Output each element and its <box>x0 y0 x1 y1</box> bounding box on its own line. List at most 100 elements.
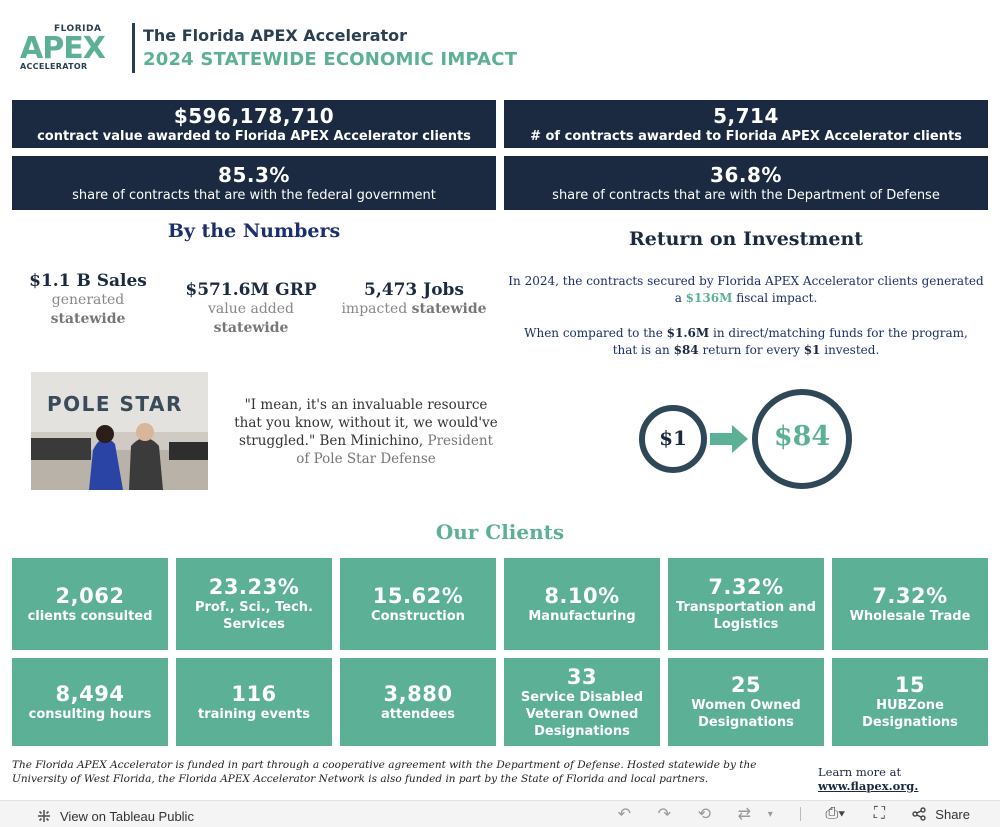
tile-value: 7.32% <box>872 583 948 608</box>
roi-text: in direct/matching funds for the program… <box>612 326 968 357</box>
tile-clients-consulted: 2,062 clients consulted <box>12 558 168 650</box>
undo-icon[interactable]: ↶ <box>617 806 631 823</box>
roi-heading: Return on Investment <box>628 228 864 250</box>
fullscreen-icon[interactable]: ⛶ <box>873 805 885 822</box>
roi-text: return for every <box>702 343 800 357</box>
tile-label: Service Disabled Veteran Owned Designati… <box>520 689 644 739</box>
roi-graphic-to: $84 <box>773 421 831 452</box>
share-button[interactable]: Share <box>909 804 970 824</box>
share-label: Share <box>935 806 970 822</box>
tile-value: 15.62% <box>372 583 464 608</box>
tile-value: 2,062 <box>55 583 125 608</box>
numbers-caption-bold: statewide <box>411 301 487 317</box>
chevron-down-icon[interactable]: ▾ <box>767 808 773 820</box>
learn-more: Learn more at www.flapex.org. <box>818 765 1000 793</box>
stat-value: $596,178,710 <box>173 104 335 128</box>
learn-more-prefix: Learn more at <box>818 765 902 779</box>
numbers-caption-bold: statewide <box>213 320 289 336</box>
numbers-grp: $571.6M GRP value added statewide <box>170 280 332 338</box>
revert-icon[interactable]: ⟲ <box>697 806 711 823</box>
tile-value: 25 <box>730 673 762 697</box>
roi-small-ring <box>639 405 707 473</box>
numbers-value: $571.6M GRP <box>185 280 317 300</box>
tableau-toolbar: View on Tableau Public ↶ ↷ ⟲ ⇄ ▾ ⎙▾ ⛶ Sh… <box>0 800 1000 827</box>
tile-label: Construction <box>371 608 465 624</box>
funding-footnote: The Florida APEX Accelerator is funded i… <box>12 759 757 785</box>
by-numbers-heading: By the Numbers <box>167 220 341 242</box>
stat-contract-value: $596,178,710 contract value awarded to F… <box>12 100 496 148</box>
stat-value: 36.8% <box>710 163 782 187</box>
testimonial-quote: "I mean, it's an invaluable resource tha… <box>232 396 500 468</box>
stat-value: 85.3% <box>218 163 290 187</box>
tile-value: 33 <box>566 664 598 689</box>
numbers-value: $1.1 B Sales <box>29 271 147 291</box>
page-subtitle: 2024 STATEWIDE ECONOMIC IMPACT <box>143 49 518 70</box>
tile-consulting-hours: 8,494 consulting hours <box>12 658 168 746</box>
share-icon <box>909 804 929 824</box>
tile-value: 15 <box>894 673 926 697</box>
roi-fiscal-amount: $136M <box>685 291 733 305</box>
stat-dod-share: 36.8% share of contracts that are with t… <box>504 156 988 210</box>
tile-label: attendees <box>381 706 455 722</box>
stat-value: 5,714 <box>713 104 779 128</box>
tableau-logo-icon <box>34 806 54 826</box>
roi-return-amount: $84 <box>673 343 699 357</box>
tile-hubzone: 15 HUBZone Designations <box>832 658 988 746</box>
roi-paragraph-2: When compared to the $1.6M in direct/mat… <box>504 325 988 359</box>
tile-value: 8.10% <box>544 583 620 608</box>
header: FLORIDA APEX ACCELERATOR The Florida APE… <box>20 20 517 76</box>
stat-label: share of contracts that are with the Dep… <box>552 188 940 203</box>
refresh-icon[interactable]: ⇄ <box>737 806 751 823</box>
tile-value: 116 <box>231 681 277 706</box>
stat-label: # of contracts awarded to Florida APEX A… <box>530 129 962 144</box>
numbers-caption: impacted <box>341 301 408 317</box>
roi-paragraph-1: In 2024, the contracts secured by Florid… <box>504 273 988 307</box>
tile-label: training events <box>198 706 310 722</box>
roi-text: In 2024, the contracts secured by Florid… <box>508 274 984 288</box>
view-on-tableau-label: View on Tableau Public <box>60 808 194 824</box>
tile-label: consulting hours <box>28 706 152 722</box>
tile-construction: 15.62% Construction <box>340 558 496 650</box>
logo-state: FLORIDA <box>54 24 102 34</box>
tile-label: Wholesale Trade <box>849 608 971 624</box>
roi-funds-amount: $1.6M <box>666 326 710 340</box>
roi-dollar: $1 <box>803 343 821 357</box>
tile-value: 3,880 <box>383 681 453 706</box>
roi-large-ring <box>752 389 852 489</box>
logo-sub: ACCELERATOR <box>20 62 88 71</box>
page-title: The Florida APEX Accelerator <box>143 26 408 45</box>
toolbar-divider <box>800 807 802 821</box>
tile-label: clients consulted <box>27 608 153 624</box>
arrow-right-icon <box>710 425 748 453</box>
tile-training-events: 116 training events <box>176 658 332 746</box>
stat-contract-count: 5,714 # of contracts awarded to Florida … <box>504 100 988 148</box>
numbers-caption: generated <box>51 292 125 308</box>
roi-graphic-from: $1 <box>659 426 687 450</box>
tile-manufacturing: 8.10% Manufacturing <box>504 558 660 650</box>
tile-value: 7.32% <box>708 575 784 599</box>
tile-label: Prof., Sci., Tech. Services <box>194 600 313 632</box>
download-icon[interactable]: ⎙▾ <box>825 805 846 822</box>
flapex-link[interactable]: www.flapex.org. <box>818 779 919 793</box>
numbers-sales: $1.1 B Sales generated statewide <box>22 271 154 329</box>
roi-text: When compared to the <box>524 326 663 340</box>
tile-wholesale: 7.32% Wholesale Trade <box>832 558 988 650</box>
redo-icon[interactable]: ↷ <box>657 806 671 823</box>
tile-attendees: 3,880 attendees <box>340 658 496 746</box>
tile-transportation: 7.32% Transportation and Logistics <box>668 558 824 650</box>
tile-women-owned: 25 Women Owned Designations <box>668 658 824 746</box>
tile-label: HUBZone Designations <box>862 698 958 730</box>
tile-prof-sci-tech: 23.23% Prof., Sci., Tech. Services <box>176 558 332 650</box>
view-on-tableau-button[interactable]: View on Tableau Public <box>34 806 194 826</box>
numbers-jobs: 5,473 Jobs impacted statewide <box>340 280 488 319</box>
stat-federal-share: 85.3% share of contracts that are with t… <box>12 156 496 210</box>
apex-logo: FLORIDA APEX ACCELERATOR <box>20 22 126 74</box>
stat-label: share of contracts that are with the fed… <box>72 188 436 203</box>
numbers-caption-bold: statewide <box>50 311 126 327</box>
numbers-value: 5,473 Jobs <box>364 280 464 300</box>
tile-label: Manufacturing <box>528 608 636 624</box>
stat-label: contract value awarded to Florida APEX A… <box>37 129 471 144</box>
quote-role: President of Pole Star Defense <box>296 433 494 467</box>
tile-value: 8,494 <box>55 681 125 706</box>
clients-heading: Our Clients <box>435 520 565 544</box>
